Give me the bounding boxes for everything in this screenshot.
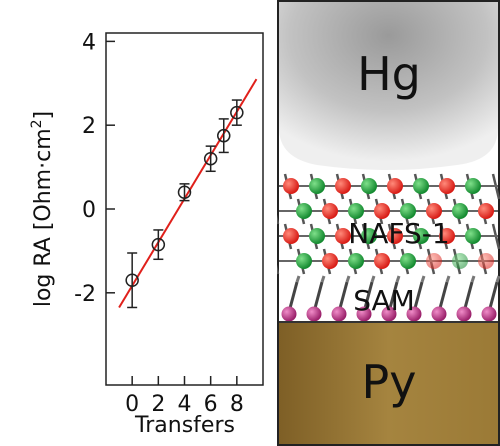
sam-chain-tip	[445, 275, 451, 283]
nafs-layer-3	[277, 248, 498, 275]
atom-red	[387, 178, 403, 194]
data-point-4	[217, 118, 231, 154]
atom-red	[283, 178, 299, 194]
atom-green	[361, 178, 377, 194]
y-tick-label-3: 4	[82, 30, 96, 55]
atom-green	[400, 203, 416, 219]
atom-red	[439, 228, 455, 244]
hg-label: Hg	[357, 47, 421, 101]
x-ticks	[131, 376, 238, 385]
atom-green	[413, 228, 429, 244]
nafs-layer-0	[279, 173, 500, 200]
y-axis-label-dot: ·	[31, 162, 56, 169]
sam-chain-tip	[395, 275, 401, 283]
py-label: Py	[362, 355, 417, 409]
sam-head	[456, 306, 472, 322]
atom-green	[296, 203, 312, 219]
atom-green	[348, 203, 364, 219]
atom-red	[478, 203, 494, 219]
sam-chain-tip	[470, 275, 476, 283]
x-tick-label-2: 4	[178, 392, 192, 417]
atom-red	[426, 203, 442, 219]
atom-green	[309, 178, 325, 194]
atom-red	[322, 253, 338, 269]
nafs-1-label: NAFS-1	[348, 217, 449, 250]
atom-green	[465, 228, 481, 244]
x-tick-label-4: 8	[230, 392, 244, 417]
atom-red	[426, 253, 442, 269]
nafs-layer-1	[277, 198, 498, 225]
atom-green	[452, 253, 468, 269]
data-point-3	[203, 145, 218, 173]
plot-frame	[105, 32, 264, 386]
y-tick-label-1: 0	[82, 198, 96, 223]
sam-head	[331, 306, 347, 322]
atom-red	[335, 178, 351, 194]
atom-green	[296, 253, 312, 269]
sam-chain-tip	[495, 275, 500, 283]
marker-5	[230, 105, 244, 120]
y-axis-label-main: log RA [Ohm	[31, 169, 56, 307]
sam-chain-tip	[420, 275, 426, 283]
sam-head	[356, 306, 372, 322]
marker-1	[151, 237, 166, 252]
atom-red	[478, 253, 494, 269]
sam-head	[406, 306, 422, 322]
marker-0	[125, 273, 139, 287]
hg-drop	[279, 2, 498, 170]
marker-3	[203, 151, 218, 166]
sam-chain-tip	[345, 275, 351, 283]
atom-green	[452, 203, 468, 219]
y-axis-label-unit: cm	[31, 128, 56, 162]
marker-2	[177, 185, 192, 199]
atom-red	[439, 178, 455, 194]
sam-chain-tip	[295, 275, 301, 283]
atom-green	[465, 178, 481, 194]
atom-red	[322, 203, 338, 219]
sam-head	[381, 306, 397, 322]
data-point-5	[230, 99, 244, 126]
atom-red	[387, 228, 403, 244]
atom-red	[283, 228, 299, 244]
y-axis-label: log RA [Ohm·cm2]	[29, 111, 56, 307]
sam-chain-tip	[320, 275, 326, 283]
data-points	[125, 99, 244, 309]
y-axis-label-sup: 2	[29, 119, 45, 128]
nafs-1-layers	[277, 173, 500, 275]
atom-red	[335, 228, 351, 244]
sam-label: SAM	[353, 284, 415, 317]
x-tick-label-0: 0	[125, 392, 139, 417]
sam-chain-tip	[370, 275, 376, 283]
data-point-1	[151, 229, 166, 261]
y-tick-label-0: -2	[74, 282, 96, 307]
sam-head	[281, 306, 297, 322]
atom-green	[348, 253, 364, 269]
py-substrate	[279, 322, 498, 444]
sam-head	[306, 306, 322, 322]
y-axis-label-close: ]	[31, 111, 56, 120]
junction-schematic: Hg NAFS-1 SAM Py	[277, 0, 500, 446]
y-tick-labels: -2 0 2 4	[74, 30, 96, 306]
atom-red	[374, 253, 390, 269]
sam-layer	[281, 275, 500, 322]
nafs-layer-2	[279, 223, 500, 250]
y-ticks	[106, 40, 115, 294]
data-point-2	[177, 183, 192, 202]
x-tick-label-3: 6	[204, 392, 218, 417]
y-tick-label-2: 2	[82, 114, 96, 139]
atom-red	[374, 203, 390, 219]
data-point-0	[125, 252, 139, 309]
atom-green	[309, 228, 325, 244]
sam-head	[431, 306, 447, 322]
sam-head	[481, 306, 497, 322]
marker-4	[217, 128, 231, 143]
atom-green	[413, 178, 429, 194]
x-axis-label: Transfers	[134, 413, 235, 438]
atom-green	[400, 253, 416, 269]
atom-green	[361, 228, 377, 244]
fit-line	[118, 78, 258, 308]
x-tick-label-1: 2	[151, 392, 165, 417]
